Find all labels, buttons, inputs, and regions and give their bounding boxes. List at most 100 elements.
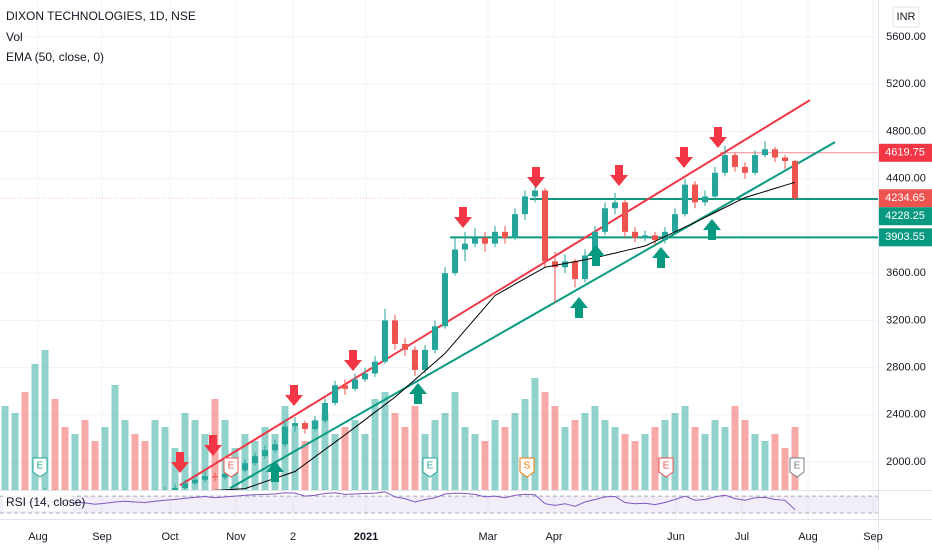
volume-bar [491, 420, 499, 490]
candle-body [512, 214, 518, 238]
volume-bar [621, 434, 629, 490]
event-badge[interactable]: S [519, 457, 535, 478]
volume-bar [371, 399, 379, 490]
volume-legend: Vol [6, 30, 23, 44]
candle-body [252, 456, 258, 464]
candle-body [682, 184, 688, 215]
event-badge-shape[interactable] [658, 457, 674, 478]
rsi-legend-bg [3, 495, 73, 511]
volume-bar [331, 434, 339, 490]
up-arrow [703, 219, 721, 240]
volume-bar [481, 441, 489, 490]
candle-body [732, 155, 738, 167]
chart-title: DIXON TECHNOLOGIES, 1D, NSE [6, 9, 196, 23]
volume-bar [111, 385, 119, 490]
volume-bar [681, 406, 689, 490]
volume-bar [41, 350, 49, 490]
volume-bar [341, 427, 349, 490]
event-label[interactable]: E [228, 461, 235, 472]
candle-body [742, 166, 748, 173]
volume-bar [151, 420, 159, 490]
price-label: 4619.75 [885, 147, 925, 159]
event-label[interactable]: E [794, 461, 801, 472]
event-label[interactable]: E [427, 461, 434, 472]
price-label-box [879, 207, 932, 226]
event-badge[interactable]: E [658, 457, 674, 478]
candle-body [202, 476, 208, 480]
volume-bar [781, 448, 789, 490]
volume-bar [311, 420, 319, 490]
candle-body [462, 243, 468, 250]
candle-body [432, 326, 438, 350]
candle-body [632, 231, 638, 238]
candle-body [502, 231, 508, 238]
volume-bar [351, 420, 359, 490]
volume-bar [551, 406, 559, 490]
event-badge[interactable]: E [422, 457, 438, 478]
volume-bar [501, 427, 509, 490]
x-tick-label: Sep [863, 531, 883, 543]
candle-body [792, 161, 798, 199]
volume-bar [711, 420, 719, 490]
down-arrow [285, 385, 303, 406]
event-badge-shape[interactable] [223, 457, 239, 478]
up-arrow [587, 245, 605, 266]
down-arrow [171, 452, 189, 473]
event-badge-shape[interactable] [422, 457, 438, 478]
y-tick-label: 4400.00 [886, 173, 926, 185]
volume-bar [651, 427, 659, 490]
volume-bar [51, 399, 59, 490]
candle-body [592, 231, 598, 256]
candle-body [332, 385, 338, 404]
candle-body [452, 249, 458, 274]
volume-bar [1, 406, 9, 490]
volume-bar [431, 420, 439, 490]
volume-bar [691, 427, 699, 490]
candle-body [562, 261, 568, 268]
ema-legend: EMA (50, close, 0) [6, 50, 104, 64]
x-tick-label: Oct [161, 531, 178, 543]
event-label[interactable]: E [37, 461, 44, 472]
candle-body [772, 149, 778, 158]
rsi-line [4, 491, 796, 511]
price-label-box [879, 189, 932, 208]
volume-bar [441, 413, 449, 490]
candle-body [552, 261, 558, 268]
x-tick-label: Mar [479, 531, 498, 543]
volume-bar [381, 392, 389, 490]
candle-body [662, 231, 668, 241]
event-badge-shape[interactable] [789, 457, 805, 478]
y-tick-label: 5600.00 [886, 31, 926, 43]
candle-body [292, 423, 298, 427]
event-badge[interactable]: E [789, 457, 805, 478]
event-label[interactable]: E [663, 461, 670, 472]
event-label[interactable]: S [524, 461, 531, 472]
candle-body [272, 444, 278, 451]
y-tick-label: 3200.00 [886, 314, 926, 326]
volume-bar [141, 441, 149, 490]
volume-bar [571, 420, 579, 490]
event-badge-shape[interactable] [519, 457, 535, 478]
volume-bar [611, 427, 619, 490]
down-arrow [454, 207, 472, 228]
volume-bar [261, 427, 269, 490]
event-badge-shape[interactable] [32, 457, 48, 478]
x-tick-label: Nov [226, 531, 246, 543]
up-arrow [570, 297, 588, 318]
volume-bar [731, 406, 739, 490]
volume-bar [601, 420, 609, 490]
x-tick-label: Sep [92, 531, 112, 543]
event-badge[interactable]: E [223, 457, 239, 478]
axes: 5600.00 5200.00 4800.00 4400.00 3600.00 3200.… [28, 31, 932, 543]
price-label-box [879, 228, 932, 247]
currency[interactable]: INR [897, 11, 916, 23]
volume-bar [511, 413, 519, 490]
event-badge[interactable]: E [32, 457, 48, 478]
volume-bar [161, 427, 169, 490]
currency-box[interactable] [892, 6, 920, 28]
x-tick-label: Aug [798, 531, 818, 543]
price-label-box [879, 143, 932, 162]
volume-bar [221, 420, 229, 490]
volume-bar [181, 413, 189, 490]
